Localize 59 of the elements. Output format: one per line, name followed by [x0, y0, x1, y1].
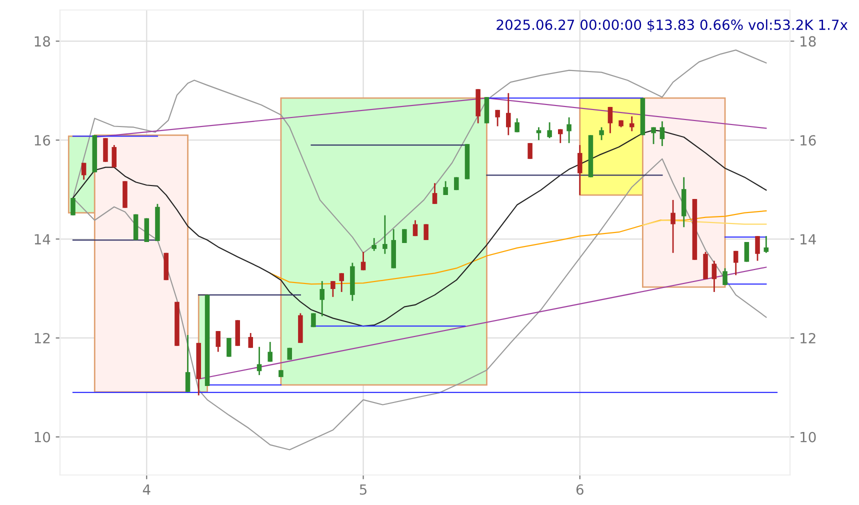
y2-tick-label: 14 [800, 234, 816, 244]
y2-tick-label: 18 [800, 36, 816, 47]
candlestick [443, 180, 448, 196]
candlestick [103, 137, 108, 163]
y2-tick-label: 12 [800, 332, 816, 344]
candlestick [372, 237, 376, 252]
y-tick-label: 16 [34, 135, 50, 146]
candlestick [185, 334, 190, 393]
y-tick-label: 14 [34, 234, 50, 244]
candlestick [599, 126, 604, 141]
x-tick-label: 6 [576, 484, 584, 495]
candlestick [382, 214, 388, 255]
candlestick [558, 128, 563, 144]
y-tick-label: 12 [34, 332, 50, 344]
candlestick [733, 250, 738, 276]
y-tick-label: 18 [34, 36, 50, 47]
candlestick [722, 268, 728, 286]
y-tick-label: 10 [34, 432, 50, 442]
candlestick [566, 116, 572, 144]
candlestick [311, 312, 316, 328]
candlestick [528, 142, 532, 160]
candlestick [755, 235, 760, 262]
candlestick [670, 199, 676, 254]
candlestick [70, 197, 76, 216]
candlestick [226, 337, 232, 358]
text: 2025.06.27 00:00:00 $13.83 0.66% vol:53.2K 1.7x [496, 19, 848, 32]
candlestick [339, 272, 344, 293]
candlestick [651, 126, 656, 145]
candlestick [578, 144, 582, 196]
candlestick [454, 176, 459, 191]
candlestick [514, 118, 520, 133]
candlestick [744, 241, 750, 262]
candlestick [320, 280, 324, 317]
y2-tick-label: 16 [800, 135, 816, 146]
candlestick [712, 260, 717, 293]
candlestick [424, 224, 428, 241]
candlestick [81, 162, 86, 180]
candlestick [629, 116, 634, 132]
candlestick [216, 330, 221, 353]
candlestick [547, 122, 552, 139]
candlestick [268, 341, 272, 362]
candlestick [536, 126, 542, 141]
candlestick [412, 220, 418, 237]
candlestick [608, 106, 613, 134]
x-tick-label: 5 [360, 484, 366, 495]
y2-tick-label: 10 [800, 432, 816, 442]
candlestick [432, 182, 438, 205]
candlestick [506, 92, 511, 136]
line-series [270, 210, 767, 285]
candlestick [360, 251, 366, 271]
candlestick [256, 346, 262, 376]
candlestick [112, 144, 117, 168]
candlestick [660, 120, 665, 147]
candlestick [402, 228, 407, 244]
candlestick [764, 235, 769, 254]
candlestick [248, 332, 254, 349]
candlestick [495, 109, 500, 127]
x-tick-label: 4 [142, 484, 150, 495]
candlestick [330, 280, 336, 298]
